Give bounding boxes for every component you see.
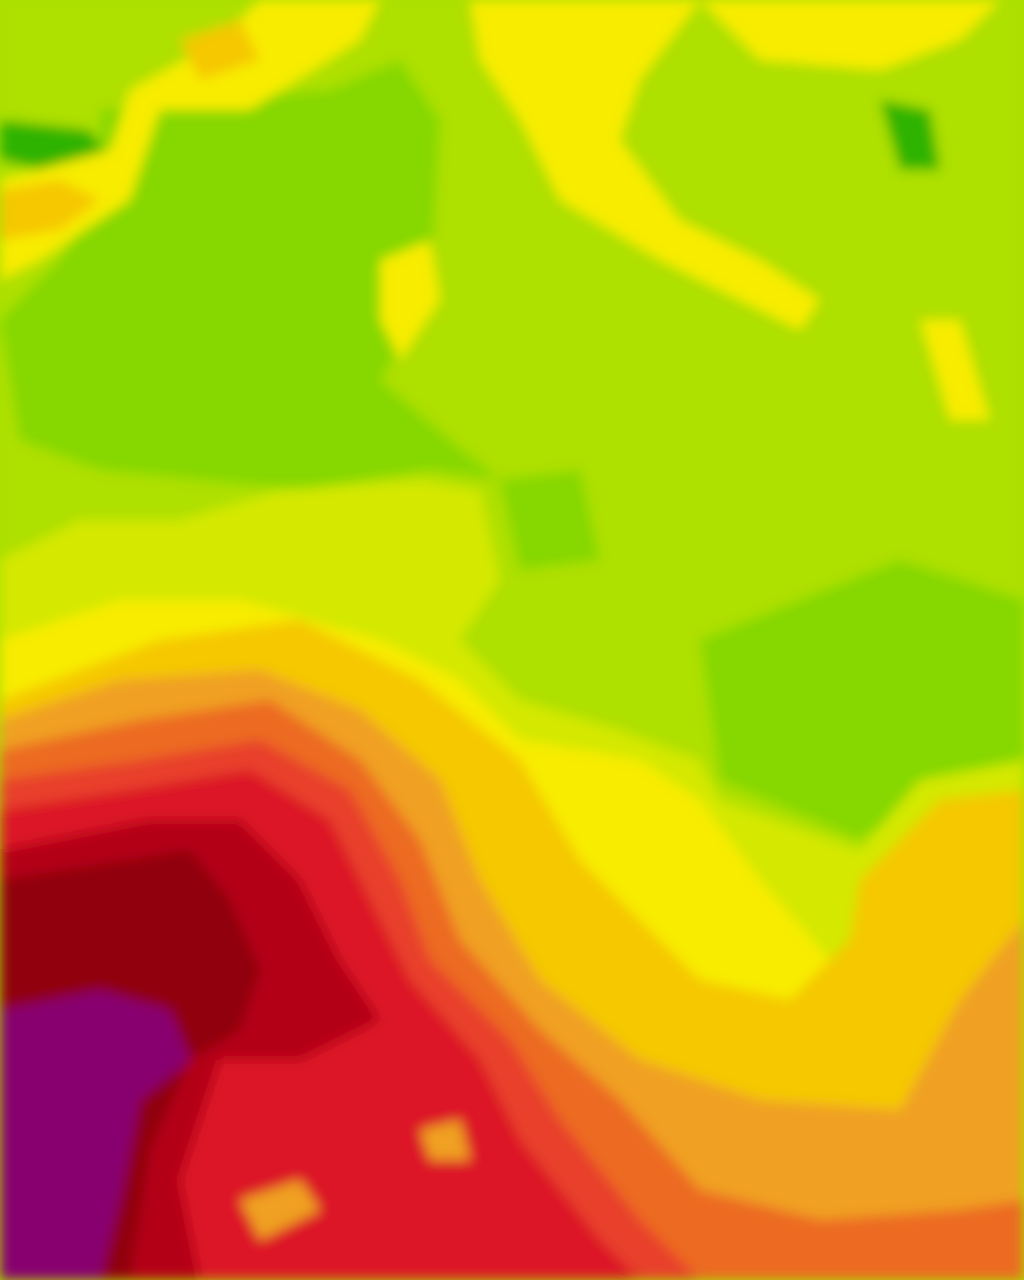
purple-zone <box>0 990 190 1280</box>
yellow-band <box>920 320 990 420</box>
yellow-band <box>700 0 1000 70</box>
green-region <box>500 470 600 570</box>
yellow-band <box>380 240 440 360</box>
warm-spot <box>240 1120 470 1240</box>
gold-band <box>0 20 260 240</box>
yellow-band <box>470 0 820 330</box>
yellow-band <box>0 0 380 280</box>
dark-green-patch <box>880 100 940 170</box>
green-region <box>700 560 1024 840</box>
